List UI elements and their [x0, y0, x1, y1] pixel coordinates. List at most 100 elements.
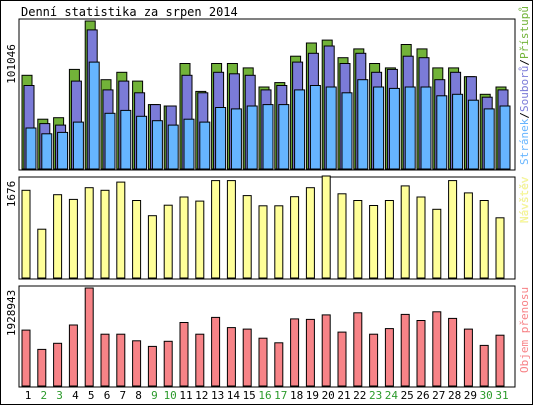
bar-p1-s2-day-7: [120, 109, 132, 170]
bar-p1-s2-day-30: [483, 108, 495, 170]
x-label-day-8: 8: [135, 389, 142, 402]
bar-p1-s2-day-24: [388, 87, 400, 170]
bar-p2-s0-day-19: [305, 187, 315, 279]
x-label-day-18: 18: [290, 389, 303, 402]
x-label-day-23: 23: [369, 389, 382, 402]
bar-p2-s0-day-23: [369, 205, 379, 279]
bar-p3-s0-day-17: [274, 342, 284, 387]
bar-p2-s0-day-9: [147, 215, 157, 279]
bar-p3-s0-day-14: [226, 327, 236, 387]
bar-p1-s2-day-3: [57, 131, 69, 170]
bar-p3-s0-day-30: [479, 344, 489, 387]
x-label-day-22: 22: [353, 389, 366, 402]
bar-p1-s2-day-26: [420, 86, 432, 170]
bar-p2-s0-day-17: [274, 205, 284, 279]
visits-ymax-label: 1676: [5, 181, 18, 208]
bar-p3-s0-day-1: [21, 329, 31, 387]
bar-p3-s0-day-22: [353, 312, 363, 387]
bar-p1-s2-day-22: [357, 79, 369, 170]
bar-p1-s2-day-25: [404, 86, 416, 170]
bar-p3-s0-day-5: [84, 287, 94, 387]
bar-p3-s0-day-9: [147, 345, 157, 387]
x-label-day-2: 2: [40, 389, 47, 402]
legend-pages: Stránek: [518, 118, 531, 165]
bar-p3-s0-day-7: [116, 333, 126, 387]
bar-p2-s0-day-15: [242, 195, 252, 279]
bar-p1-s2-day-6: [104, 112, 116, 170]
bar-p2-s0-day-8: [132, 200, 142, 279]
visits-bars: [21, 175, 505, 279]
x-label-day-16: 16: [258, 389, 271, 402]
bar-p3-s0-day-27: [432, 311, 442, 387]
bar-p1-s2-day-12: [199, 121, 211, 170]
x-label-day-4: 4: [72, 389, 79, 402]
bar-p1-s2-day-27: [436, 95, 448, 170]
bar-p3-s0-day-4: [68, 324, 78, 387]
bar-p3-s0-day-28: [448, 317, 458, 387]
bar-p2-s0-day-24: [384, 200, 394, 279]
bar-p2-s0-day-5: [84, 187, 94, 279]
legend-hits: Přístupů: [518, 6, 531, 59]
bar-p3-s0-day-29: [463, 328, 473, 387]
bar-p2-s0-day-4: [68, 198, 78, 279]
bar-p2-s0-day-1: [21, 189, 31, 279]
x-label-day-25: 25: [401, 389, 414, 402]
bar-p2-s0-day-7: [116, 181, 126, 279]
bar-p2-s0-day-2: [37, 228, 47, 279]
x-label-day-15: 15: [243, 389, 256, 402]
legend-visits: Návštěv: [518, 176, 531, 223]
x-label-day-3: 3: [56, 389, 63, 402]
bar-p3-s0-day-2: [37, 348, 47, 387]
x-axis-labels: 1 2 3 4 5 6 7 8 9 10 11 12 13 14 15 16 17 18 19 20 21 22 23 24 2…: [25, 389, 509, 402]
bar-p3-s0-day-3: [53, 342, 63, 387]
x-label-day-30: 30: [480, 389, 493, 402]
bar-p2-s0-day-25: [400, 185, 410, 279]
bar-p2-s0-day-28: [448, 180, 458, 279]
bar-p1-s2-day-21: [341, 92, 353, 170]
bar-p2-s0-day-29: [463, 192, 473, 279]
bar-p1-s2-day-18: [294, 89, 306, 170]
bar-p3-s0-day-16: [258, 337, 268, 387]
x-label-day-13: 13: [211, 389, 224, 402]
x-label-day-5: 5: [88, 389, 95, 402]
bar-p2-s0-day-13: [211, 180, 221, 279]
bar-p1-s2-day-17: [278, 104, 290, 170]
bar-p3-s0-day-15: [242, 328, 252, 387]
kbytes-ymax-label: 1928943: [5, 290, 18, 336]
legend-files: Souborů: [518, 66, 531, 112]
bar-p1-s2-day-28: [452, 93, 464, 170]
bar-p2-s0-day-6: [100, 189, 110, 279]
bar-p1-s2-day-16: [262, 104, 274, 170]
bar-p3-s0-day-23: [369, 333, 379, 387]
bar-p1-s2-day-14: [230, 108, 242, 170]
bar-p3-s0-day-20: [321, 314, 331, 387]
bar-p1-s2-day-23: [373, 86, 385, 170]
bar-p3-s0-day-6: [100, 333, 110, 387]
bar-p3-s0-day-19: [305, 318, 315, 387]
bar-p2-s0-day-3: [53, 194, 63, 279]
visits-panel: [18, 176, 516, 280]
x-label-day-21: 21: [337, 389, 350, 402]
bar-p2-s0-day-11: [179, 196, 189, 279]
bar-p2-s0-day-16: [258, 205, 268, 279]
bar-p2-s0-day-20: [321, 175, 331, 279]
x-label-day-10: 10: [164, 389, 177, 402]
bar-p3-s0-day-12: [195, 333, 205, 387]
hits-ymax-label: 101046: [5, 44, 18, 84]
x-label-day-7: 7: [119, 389, 126, 402]
bar-p3-s0-day-21: [337, 331, 347, 387]
x-label-day-19: 19: [306, 389, 319, 402]
bar-p1-s2-day-20: [325, 86, 337, 170]
x-label-day-11: 11: [179, 389, 192, 402]
bar-p2-s0-day-30: [479, 200, 489, 279]
svg-text:Stránek/Souborů/Přístupů: Stránek/Souborů/Přístupů: [518, 6, 531, 165]
bar-p1-s2-day-15: [246, 105, 258, 170]
x-label-day-29: 29: [464, 389, 477, 402]
x-label-day-27: 27: [432, 389, 445, 402]
x-label-day-31: 31: [495, 389, 508, 402]
bar-p2-s0-day-21: [337, 193, 347, 279]
hits-panel: [18, 18, 516, 171]
bar-p2-s0-day-31: [495, 217, 505, 279]
